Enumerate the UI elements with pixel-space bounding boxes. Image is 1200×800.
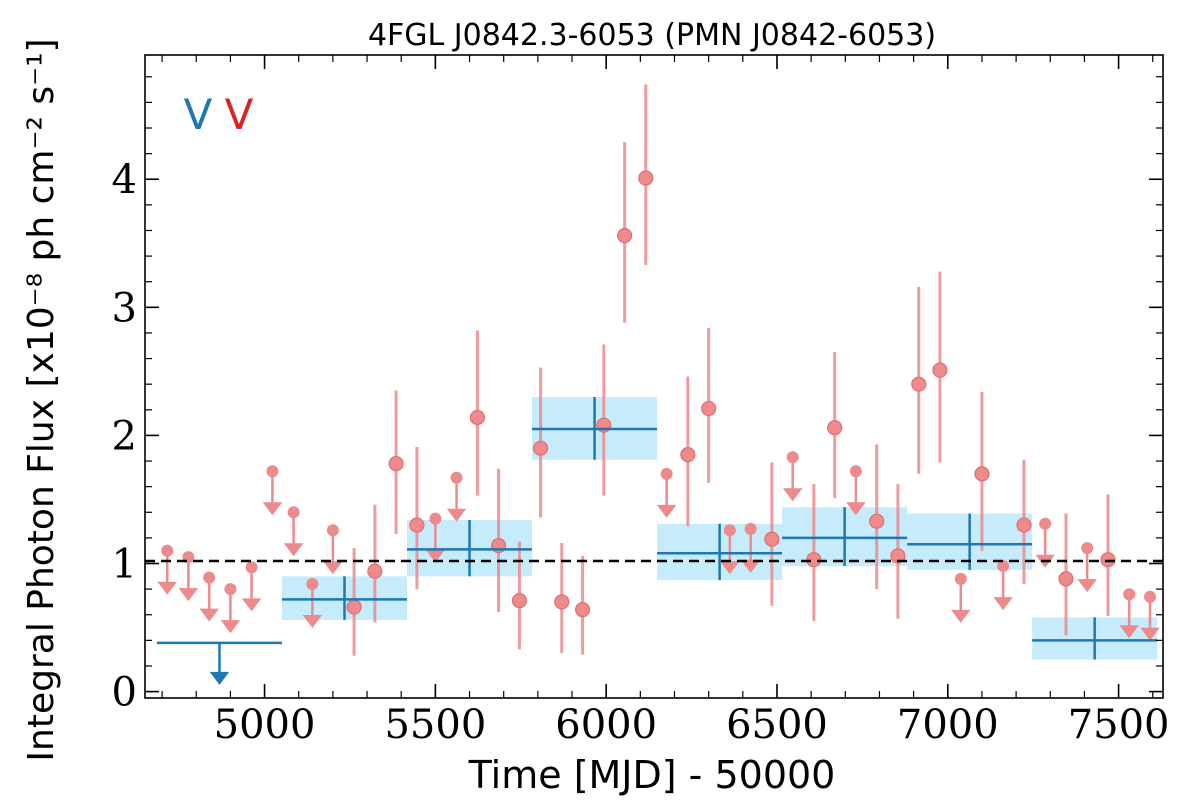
fine-ul-arrow-13-head [425, 549, 446, 563]
fine-ul-arrow-5-head [262, 502, 283, 516]
y-tick-label-2: 2 [112, 413, 137, 459]
x-tick-label-5: 7500 [1068, 702, 1170, 748]
fine-ul-arrow-28-head [740, 559, 761, 573]
fine-ul-arrow-46-head [1119, 625, 1139, 639]
chart-title: 4FGL J0842.3-6053 (PMN J0842-6053) [368, 18, 936, 53]
fine-point-19 [554, 594, 570, 610]
y-tick-label-1: 1 [112, 542, 137, 588]
x-axis-label: Time [MJD] - 50000 [468, 753, 836, 797]
fine-point-25 [680, 447, 696, 463]
fine-point-39 [974, 466, 990, 482]
fine-point-37 [932, 362, 948, 378]
fine-point-29 [764, 531, 780, 547]
fine-point-26 [701, 400, 717, 417]
fine-point-12 [409, 517, 425, 533]
x-tick-label-2: 6000 [555, 702, 657, 748]
fine-ul-arrow-24-head [656, 504, 677, 518]
fine-point-36 [911, 376, 927, 392]
fine-point-11 [388, 455, 404, 472]
y-tick-label-0: 0 [112, 670, 137, 716]
plot-frame [144, 54, 1164, 699]
fine-ul-arrow-7-head [302, 615, 323, 629]
fine-point-23 [638, 170, 654, 186]
plot-area: 5000 5500 6000 6500 7000 7500 0 1 2 3 4 [112, 54, 1170, 748]
fine-ul-arrow-27-head [720, 561, 740, 575]
x-tick-label-1: 5500 [384, 702, 486, 748]
fine-ul-arrow-3-head [220, 620, 241, 634]
fine-point-41 [1016, 517, 1032, 533]
fine-ul-arrow-30-head [782, 488, 803, 502]
fine-point-9 [346, 599, 362, 615]
fine-point-32 [827, 420, 843, 436]
fine-point-35 [890, 548, 906, 564]
fine-ul-arrow-0-head [157, 581, 177, 595]
x-tick-label-4: 7000 [897, 702, 999, 748]
fine-ul-arrow-33-head [846, 502, 866, 516]
fine-ul-arrow-38-head [951, 609, 971, 623]
fine-ul-arrow-44-head [1077, 579, 1097, 593]
fine-ul-arrow-40-head [993, 597, 1013, 611]
y-axis-label: Integral Photon Flux [x10⁻⁸ ph cm⁻² s⁻¹] [21, 38, 62, 761]
x-tick-label-3: 6500 [726, 702, 828, 748]
fine-point-43 [1058, 571, 1074, 587]
fine-point-18 [532, 440, 549, 456]
fine-point-45 [1100, 552, 1116, 568]
fine-point-34 [869, 513, 885, 529]
fine-point-22 [617, 228, 633, 244]
fine-ul-arrow-4-head [241, 598, 262, 612]
fine-point-15 [469, 409, 485, 426]
fine-point-17 [511, 593, 528, 609]
fine-ul-arrow-1-head [178, 588, 199, 602]
coarse-ul-arrow-0-head [209, 671, 230, 685]
y-tick-label-4: 4 [112, 157, 137, 203]
annotation-v-blue: V [184, 90, 213, 139]
fine-point-10 [367, 563, 383, 579]
fine-ul-arrow-8-head [323, 561, 343, 575]
fine-point-31 [806, 552, 822, 568]
fine-ul-arrow-2-head [199, 608, 219, 622]
y-tick-label-3: 3 [112, 285, 137, 331]
fine-ul-arrow-14-head [446, 508, 467, 522]
fine-ul-arrow-6-head [283, 543, 304, 557]
fine-point-20 [575, 602, 591, 618]
x-tick-label-0: 5000 [214, 702, 316, 748]
fine-ul-arrow-47-head [1140, 627, 1160, 641]
annotation-v-red: V [225, 90, 254, 139]
